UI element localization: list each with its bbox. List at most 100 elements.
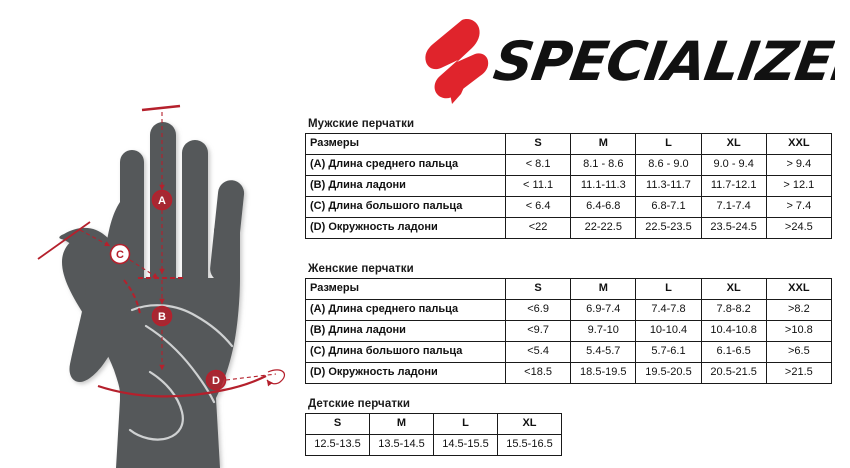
marker-a-badge: A	[151, 189, 173, 211]
table-row: (D) Окружность ладони <22 22-22.5 22.5-2…	[305, 217, 832, 239]
row-label: (A) Длина среднего пальца	[305, 154, 506, 176]
cell-value: 5.4-5.7	[570, 341, 637, 363]
table-header-row: Размеры S M L XL XXL	[305, 133, 832, 155]
column-header-xl: XL	[497, 413, 562, 435]
cell-value: 7.8-8.2	[700, 299, 767, 321]
cell-value: <9.7	[504, 320, 572, 342]
cell-value: 9.7-10	[570, 320, 637, 342]
women-table-caption: Женские перчатки	[308, 263, 414, 275]
row-label: (B) Длина ладони	[305, 320, 506, 342]
cell-value: > 7.4	[765, 196, 832, 218]
cell-value: <18.5	[504, 362, 572, 384]
marker-d-badge: D	[205, 369, 227, 391]
table-row: (A) Длина среднего пальца < 8.1 8.1 - 8.…	[305, 154, 832, 176]
table-row: (D) Окружность ладони <18.5 18.5-19.5 19…	[305, 362, 832, 384]
column-header-xl: XL	[700, 133, 767, 155]
kids-gloves-table-block: Детские перчатки S M L XL 12.5-13.5 13.5…	[305, 398, 562, 456]
cell-value: 22-22.5	[570, 217, 637, 239]
hand-silhouette	[59, 122, 245, 468]
cell-value: 10.4-10.8	[700, 320, 767, 342]
table-row: (C) Длина большого пальца <5.4 5.4-5.7 5…	[305, 341, 832, 363]
column-header-m: M	[570, 278, 637, 300]
cell-value: 14.5-15.5	[433, 434, 498, 456]
column-header-xxl: XXL	[765, 133, 832, 155]
column-header-measure: Размеры	[305, 278, 506, 300]
cell-value: 8.6 - 9.0	[635, 154, 702, 176]
cell-value: 8.1 - 8.6	[570, 154, 637, 176]
cell-value: 15.5-16.5	[497, 434, 562, 456]
column-header-m: M	[369, 413, 434, 435]
cell-value: < 11.1	[504, 175, 572, 197]
row-label: (A) Длина среднего пальца	[305, 299, 506, 321]
table-header-row: S M L XL	[305, 413, 562, 435]
cell-value: 23.5-24.5	[700, 217, 767, 239]
marker-c-group	[37, 221, 159, 315]
row-label: (D) Окружность ладони	[305, 362, 506, 384]
row-label: (C) Длина большого пальца	[305, 341, 506, 363]
kids-gloves-size-table: S M L XL 12.5-13.5 13.5-14.5 14.5-15.5 1…	[305, 413, 562, 456]
kids-table-caption: Детские перчатки	[308, 398, 411, 410]
table-header-row: Размеры S M L XL XXL	[305, 278, 832, 300]
cell-value: 22.5-23.5	[635, 217, 702, 239]
cell-value: < 8.1	[504, 154, 572, 176]
men-table-caption: Мужские перчатки	[308, 118, 415, 130]
cell-value: 11.3-11.7	[635, 175, 702, 197]
cell-value: <5.4	[504, 341, 572, 363]
cell-value: 6.1-6.5	[700, 341, 767, 363]
brand-name: SPECIALIZED	[490, 30, 835, 93]
hand-measurement-diagram: A B C	[28, 82, 300, 468]
column-header-m: M	[570, 133, 637, 155]
specialized-s-mark-icon	[425, 18, 489, 104]
cell-value: 11.7-12.1	[700, 175, 767, 197]
column-header-l: L	[635, 278, 702, 300]
cell-value: >10.8	[765, 320, 832, 342]
table-row: (C) Длина большого пальца < 6.4 6.4-6.8 …	[305, 196, 832, 218]
cell-value: 7.4-7.8	[635, 299, 702, 321]
palm-crease-lines	[128, 304, 234, 441]
circumference-arrow	[266, 369, 285, 387]
table-row: (B) Длина ладони <9.7 9.7-10 10-10.4 10.…	[305, 320, 832, 342]
cell-value: > 12.1	[765, 175, 832, 197]
row-label: (C) Длина большого пальца	[305, 196, 506, 218]
marker-c-badge: C	[109, 243, 131, 265]
marker-c-arrow-lower	[129, 259, 159, 279]
thumb-tip-tick	[37, 221, 91, 260]
marker-d-group	[97, 369, 285, 398]
registered-trademark-icon: ®	[809, 72, 817, 83]
marker-b-label: B	[158, 311, 166, 323]
column-header-measure: Размеры	[305, 133, 506, 155]
cell-value: 7.1-7.4	[700, 196, 767, 218]
marker-a-label: A	[158, 195, 166, 207]
table-row: (A) Длина среднего пальца <6.9 6.9-7.4 7…	[305, 299, 832, 321]
marker-c-label: C	[116, 249, 124, 261]
column-header-l: L	[635, 133, 702, 155]
cell-value: 18.5-19.5	[570, 362, 637, 384]
women-gloves-size-table: Размеры S M L XL XXL (A) Длина среднего …	[305, 278, 832, 384]
marker-d-axis	[225, 373, 277, 381]
women-gloves-table-block: Женские перчатки Размеры S M L XL XXL (A…	[305, 263, 832, 384]
cell-value: 5.7-6.1	[635, 341, 702, 363]
palm-circumference-line	[97, 375, 267, 398]
cell-value: > 9.4	[765, 154, 832, 176]
cell-value: 12.5-13.5	[305, 434, 370, 456]
cell-value: >24.5	[765, 217, 832, 239]
marker-a-group	[138, 104, 186, 279]
thumb-web-tick	[123, 279, 141, 315]
specialized-wordmark: SPECIALIZED ®	[490, 30, 850, 93]
cell-value: <6.9	[504, 299, 572, 321]
cell-value: >6.5	[765, 341, 832, 363]
cell-value: >8.2	[765, 299, 832, 321]
cell-value: 6.4-6.8	[570, 196, 637, 218]
column-header-xl: XL	[700, 278, 767, 300]
marker-d-label: D	[212, 375, 220, 387]
cell-value: 6.8-7.1	[635, 196, 702, 218]
row-label: (D) Окружность ладони	[305, 217, 506, 239]
marker-b-badge: B	[151, 305, 173, 327]
cell-value: >21.5	[765, 362, 832, 384]
cell-value: 20.5-21.5	[700, 362, 767, 384]
table-row: (B) Длина ладони < 11.1 11.1-11.3 11.3-1…	[305, 175, 832, 197]
cell-value: <22	[504, 217, 572, 239]
cell-value: 6.9-7.4	[570, 299, 637, 321]
column-header-s: S	[504, 133, 572, 155]
